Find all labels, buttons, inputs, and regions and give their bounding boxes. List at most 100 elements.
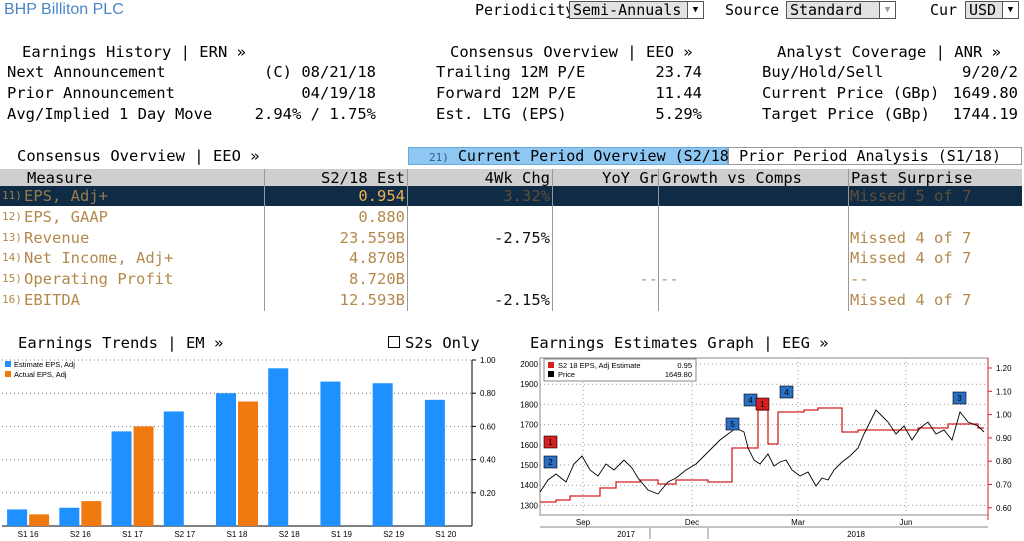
left-tick-label: 1800 — [520, 400, 538, 409]
buy-hold-sell-label: Buy/Hold/Sell — [762, 63, 884, 81]
left-tick-label: 1900 — [520, 380, 538, 389]
legend-swatch — [5, 371, 11, 377]
col-comps[interactable]: Growth vs Comps — [662, 169, 802, 187]
source-label: Source — [725, 1, 780, 19]
left-tick-label: 1700 — [520, 421, 538, 430]
row-number: 11) — [2, 189, 22, 202]
year-label: 2018 — [847, 530, 865, 539]
earnings-history-link[interactable]: Earnings History | ERN » — [22, 43, 246, 61]
event-marker — [725, 417, 740, 431]
x-tick-label: S2 18 — [279, 530, 300, 539]
ltg-value: 5.29% — [655, 105, 702, 123]
s2s-only-checkbox[interactable] — [388, 336, 400, 348]
event-marker-label: 2 — [548, 458, 553, 467]
s2s-only-label: S2s Only — [405, 334, 480, 352]
forward-pe-label: Forward 12M P/E — [436, 84, 576, 102]
col-est[interactable]: S2/18 Est — [321, 169, 405, 187]
overview-panel-link[interactable]: Consensus Overview | EEO » — [17, 147, 260, 165]
bar-estimate — [7, 509, 28, 526]
left-tick-label: 1400 — [520, 481, 538, 490]
event-marker — [543, 455, 558, 469]
day-move-label: Avg/Implied 1 Day Move — [7, 105, 213, 123]
left-tick-label: 2000 — [520, 360, 538, 369]
day-move-value: 2.94% / 1.75% — [254, 105, 376, 123]
month-label: Dec — [685, 518, 699, 527]
currency-value: USD — [969, 1, 997, 19]
row-4wk-chg: -2.75% — [494, 228, 550, 247]
right-tick-label: 1.10 — [996, 387, 1012, 396]
col-4wk[interactable]: 4Wk Chg — [484, 169, 550, 187]
row-surprise: -- — [850, 270, 869, 289]
legend-name: S2 18 EPS, Adj Estimate — [558, 361, 641, 370]
bar-estimate — [216, 393, 236, 526]
y-tick-label: 0.80 — [480, 389, 496, 398]
row-measure: Operating Profit — [24, 270, 174, 289]
tab-current-period[interactable]: 21) Current Period Overview (S2/18) — [408, 147, 738, 165]
event-marker — [779, 385, 794, 399]
right-tick-label: 0.80 — [996, 457, 1012, 466]
right-tick-label: 0.90 — [996, 434, 1012, 443]
x-tick-label: S1 18 — [227, 530, 248, 539]
col-yoy[interactable]: YoY Gr — [602, 169, 658, 187]
app-title: BHP Billiton PLC — [4, 1, 124, 18]
event-marker — [755, 397, 770, 411]
row-measure: Net Income, Adj+ — [24, 249, 174, 268]
right-tick-label: 1.00 — [996, 411, 1012, 420]
right-tick-label: 0.60 — [996, 504, 1012, 513]
bar-estimate — [59, 507, 80, 526]
earnings-trends-chart: 0.20 0.40 0.60 0.80 1.00 S1 16 S2 16 S1 17 S2 17… — [2, 356, 496, 539]
legend-swatch — [5, 361, 11, 367]
legend-swatch — [548, 371, 554, 377]
source-select[interactable]: Standard ▼ — [786, 1, 896, 19]
col-measure[interactable]: Measure — [27, 169, 93, 187]
source-value: Standard — [790, 1, 863, 19]
earnings-estimates-graph: 2000 1900 1800 1700 1600 1500 1400 1300 1.20 1.10… — [520, 357, 1012, 539]
ltg-label: Est. LTG (EPS) — [436, 105, 567, 123]
trailing-pe-label: Trailing 12M P/E — [436, 63, 586, 81]
y-tick-label: 1.00 — [480, 356, 496, 365]
right-tick-label: 1.20 — [996, 364, 1012, 373]
tab-number: 21) — [429, 151, 449, 164]
row-est: 8.720B — [349, 270, 405, 289]
event-marker — [952, 391, 967, 405]
earnings-graph-link[interactable]: Earnings Estimates Graph | EEG » — [530, 334, 829, 352]
row-est: 0.954 — [358, 187, 405, 205]
x-tick-label: S2 19 — [383, 530, 404, 539]
legend-box — [543, 358, 697, 382]
col-surprise[interactable]: Past Surprise — [851, 169, 973, 187]
chevron-down-icon: ▼ — [687, 2, 703, 18]
trailing-pe-value: 23.74 — [655, 63, 702, 81]
periodicity-select[interactable]: Semi-Annuals ▼ — [569, 1, 704, 19]
event-marker-label: 3 — [957, 394, 962, 403]
row-measure: EBITDA — [24, 291, 80, 309]
row-surprise: Missed 4 of 7 — [850, 291, 972, 309]
event-marker-label: 5 — [730, 420, 735, 429]
month-label: Jun — [900, 518, 913, 527]
x-tick-label: S1 19 — [331, 530, 352, 539]
year-label: 2017 — [617, 530, 635, 539]
bar-estimate — [163, 411, 184, 526]
selected-row-highlight — [0, 186, 1022, 206]
row-number: 16) — [2, 293, 22, 306]
y-tick-label: 0.60 — [480, 422, 496, 431]
grid-header — [0, 169, 1022, 186]
bar-estimate — [424, 399, 445, 526]
x-tick-label: S2 16 — [70, 530, 91, 539]
tab-prior-period[interactable]: Prior Period Analysis (S1/18) — [728, 147, 1022, 165]
event-marker-label: 1 — [548, 438, 553, 447]
row-4wk-chg: 3.32% — [503, 187, 550, 205]
row-yoy: -- — [639, 270, 658, 289]
currency-select[interactable]: USD ▼ — [965, 1, 1019, 19]
estimate-line — [540, 407, 984, 503]
bar-actual — [238, 401, 258, 526]
x-tick-label: S1 17 — [122, 530, 143, 539]
month-label: Mar — [791, 518, 805, 527]
earnings-trends-link[interactable]: Earnings Trends | EM » — [18, 334, 224, 352]
analyst-coverage-link[interactable]: Analyst Coverage | ANR » — [777, 43, 1001, 61]
row-number: 13) — [2, 230, 22, 244]
consensus-overview-link[interactable]: Consensus Overview | EEO » — [450, 43, 693, 61]
event-marker — [543, 435, 558, 449]
target-price-label: Target Price (GBp) — [762, 105, 930, 123]
bar-estimate — [268, 368, 289, 526]
left-tick-label: 1300 — [520, 501, 538, 510]
